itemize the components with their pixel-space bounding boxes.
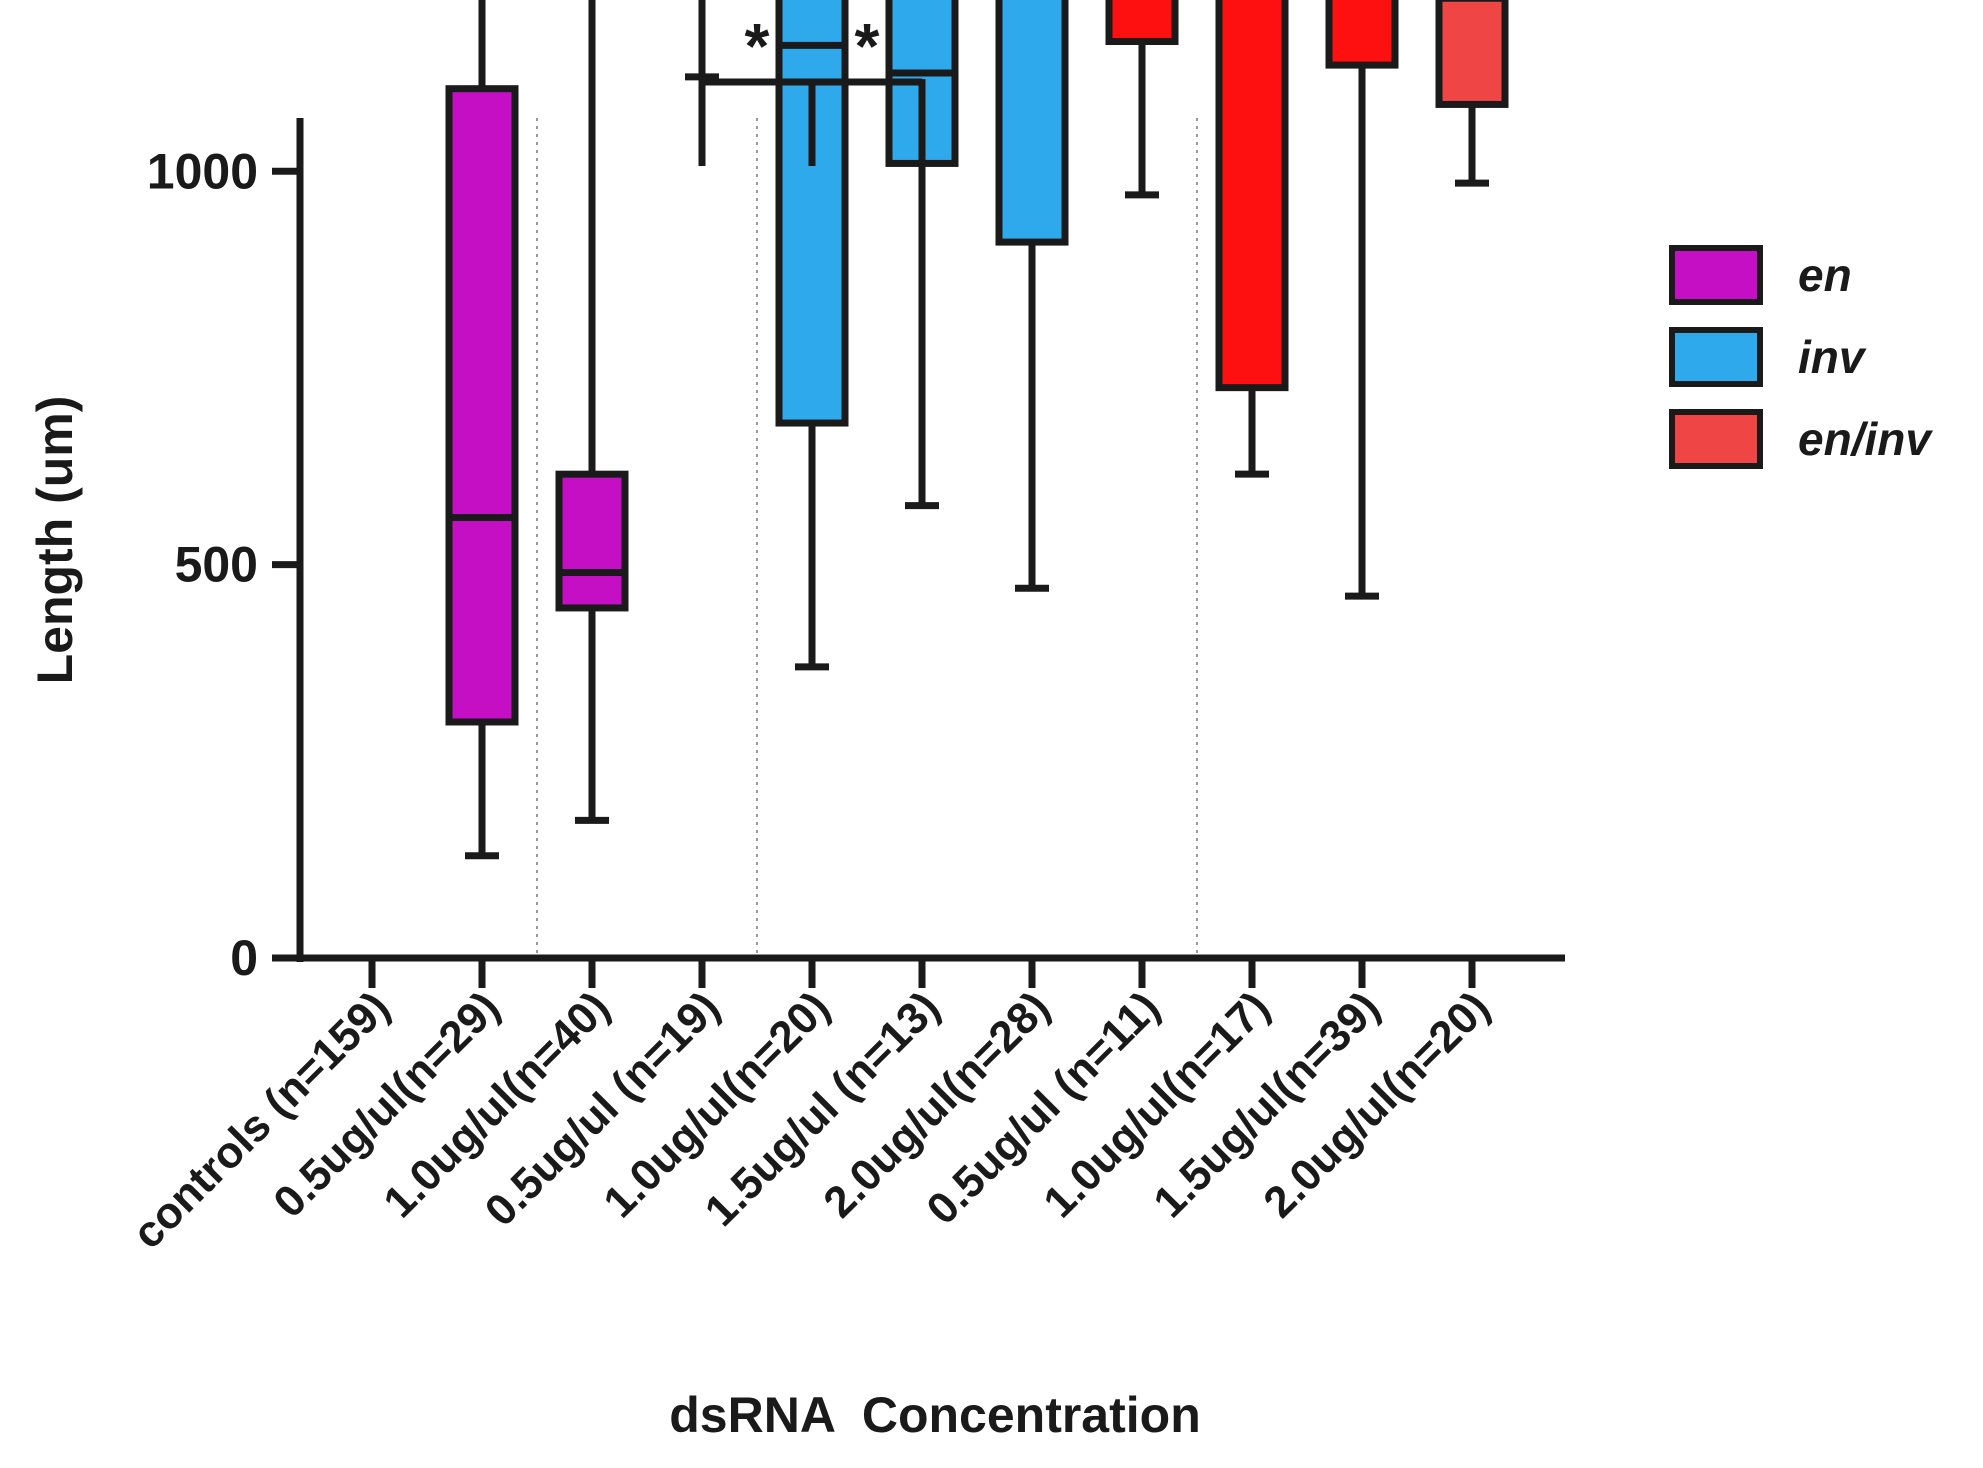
box-iqr <box>1435 0 1509 108</box>
y-axis-title: Length (um) <box>27 396 83 685</box>
box-plot <box>885 0 959 510</box>
box-iqr <box>1105 0 1179 45</box>
box-plot <box>555 0 629 824</box>
box-iqr <box>775 0 849 427</box>
legend-label: en/inv <box>1798 413 1933 465</box>
legend-swatch <box>1669 409 1763 469</box>
box-plot <box>445 0 519 860</box>
legend: en inv en/inv <box>1669 245 1933 469</box>
y-tick-label: 500 <box>175 537 258 593</box>
significance-brackets: * * <box>698 10 926 166</box>
significance-star: * <box>745 10 770 82</box>
box-plot <box>995 0 1069 592</box>
legend-item: inv <box>1669 327 1867 387</box>
box-iqr <box>1215 0 1289 392</box>
box-iqr <box>555 470 629 612</box>
y-axis-ticks: 050010001500 <box>147 143 300 986</box>
box-plot <box>685 0 719 81</box>
box-iqr <box>1325 0 1399 69</box>
y-tick-label: 0 <box>230 930 258 986</box>
box-plots <box>445 0 1509 860</box>
box-plot <box>1215 0 1289 478</box>
box-plot <box>1325 0 1399 600</box>
box-iqr <box>445 85 519 726</box>
group-separators <box>536 118 1198 955</box>
legend-item: en <box>1669 245 1852 305</box>
legend-label: en <box>1798 249 1852 301</box>
y-tick-label: 1000 <box>147 143 258 199</box>
legend-label: inv <box>1798 331 1867 383</box>
legend-item: en/inv <box>1669 409 1933 469</box>
box-plot <box>775 0 849 671</box>
legend-swatch <box>1669 327 1763 387</box>
significance-star: * <box>855 10 880 82</box>
box-plot <box>1435 0 1509 187</box>
legend-swatch <box>1669 245 1763 305</box>
box-plot <box>1105 0 1179 199</box>
x-axis-title: dsRNA Concentration <box>669 1387 1201 1443</box>
x-axis-ticks: controls (n=159)0.5ug/ul(n=29)1.0ug/ul(n… <box>123 958 1499 1258</box>
box-iqr <box>995 0 1069 246</box>
significance-bracket: * * <box>698 10 926 166</box>
